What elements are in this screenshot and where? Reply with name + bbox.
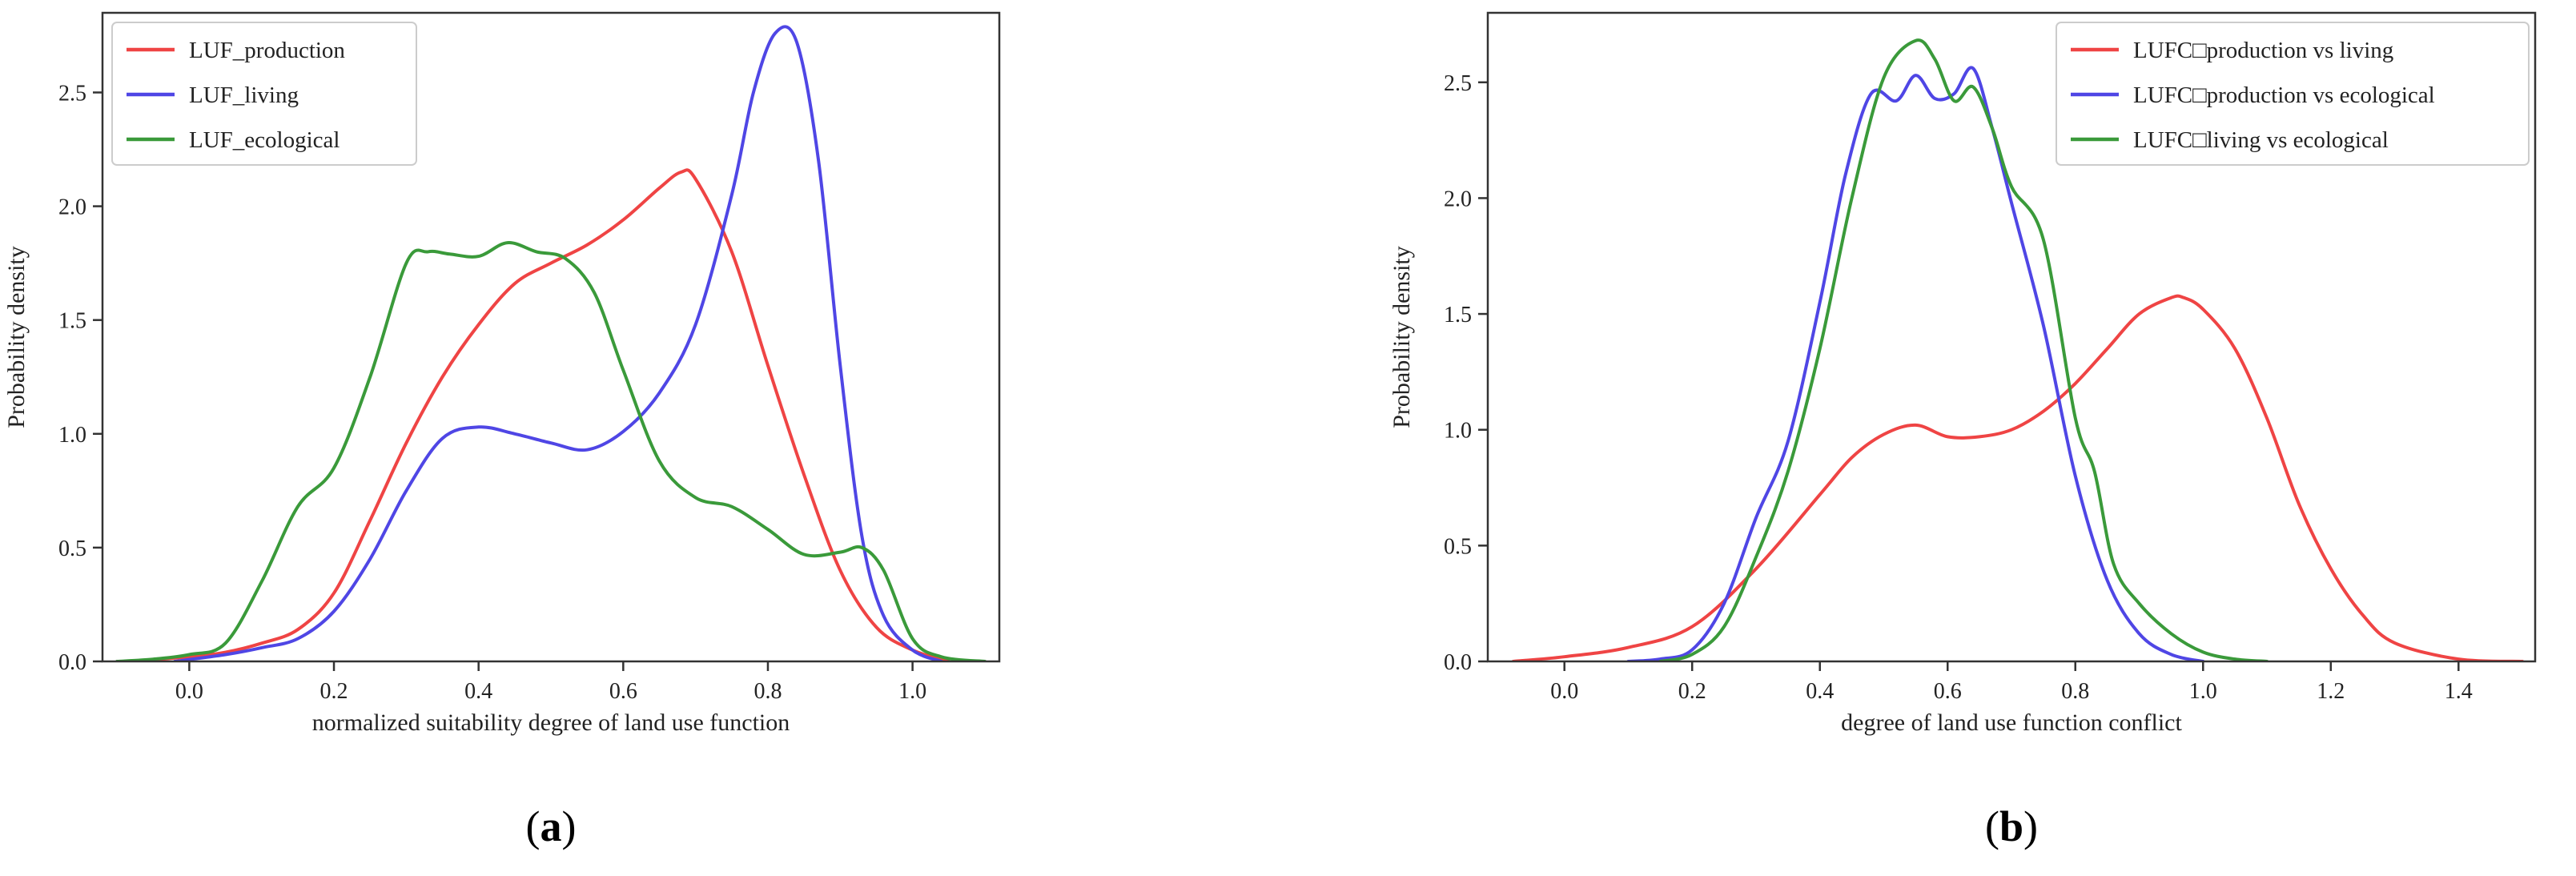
x-tick-label: 0.4 [1806,679,1834,704]
panel-label-letter: a [541,802,562,850]
legend-entry: LUF_ecological [189,127,340,153]
y-tick-label: 0.0 [58,650,86,675]
y-tick-label: 2.0 [1444,187,1472,211]
series-line-1 [130,168,950,661]
legend-entry: LUFC□production vs ecological [2133,82,2435,108]
x-tick-label: 0.0 [175,679,203,704]
legend-entry: LUF_living [189,82,299,108]
legend-entry: LUF_production [189,38,345,63]
plot-area [115,25,987,661]
x-tick-label: 0.0 [1550,679,1578,704]
legend-box [2056,22,2530,166]
x-tick-label: 0.2 [320,679,348,704]
y-tick-label: 1.5 [1444,303,1472,327]
x-tick-label: 0.2 [1678,679,1706,704]
panel-label-letter: b [1999,802,2023,850]
y-tick-label: 0.5 [1444,534,1472,559]
axes-frame [1486,11,2537,663]
legend: LUF_production LUF_living LUF_ecological [111,22,417,166]
y-tick-label: 0.5 [58,536,86,561]
y-tick-label: 1.0 [58,423,86,448]
legend-box [111,22,417,166]
series-line-2 [1626,66,2205,661]
panel-label: (a) [526,802,577,850]
axes-frame [101,11,1001,663]
legend: LUFC□production vs living LUFC□production… [2056,22,2530,166]
y-tick-label: 1.0 [1444,419,1472,444]
panel-b: 0.0 0.2 0.4 0.6 0.8 1.0 1.2 1.4 0.0 0.5 1.0 1.5 2.0 2… [1388,11,2537,850]
x-tick-label: 0.6 [609,679,637,704]
y-tick-label: 1.5 [58,309,86,334]
panel-label-open: ( [526,802,541,850]
panel-a: 0.0 0.2 0.4 0.6 0.8 1.0 0.0 0.5 1.0 1.5 2.0 2.5 norm… [3,11,1001,850]
panel-label-close: ) [2023,802,2038,850]
series-line-2 [173,25,943,661]
x-tick-label: 1.2 [2317,679,2345,704]
series-line-3 [115,241,987,661]
x-axis-label: degree of land use function conflict [1841,709,2182,736]
panel-label-close: ) [562,802,577,850]
panel-label-open: ( [1985,802,1999,850]
legend-entry: LUFC□living vs ecological [2133,127,2389,153]
y-tick-label: 2.0 [58,195,86,220]
x-tick-label: 0.8 [2061,679,2089,704]
x-axis-label: normalized suitability degree of land us… [312,709,790,736]
plot-area [1511,38,2524,661]
legend-entry: LUFC□production vs living [2133,38,2393,63]
y-axis-label: Probability density [1388,246,1415,428]
panel-label: (b) [1985,802,2038,850]
x-tick-label: 0.4 [464,679,492,704]
x-tick-label: 1.0 [898,679,926,704]
y-axis-label: Probability density [3,246,30,428]
y-tick-label: 0.0 [1444,650,1472,675]
x-tick-label: 0.6 [1934,679,1962,704]
y-tick-label: 2.5 [1444,71,1472,96]
series-line-3 [1658,38,2269,661]
x-tick-label: 1.0 [2189,679,2217,704]
series-line-1 [1511,294,2524,661]
x-tick-label: 1.4 [2445,679,2473,704]
y-tick-label: 2.5 [58,81,86,106]
x-tick-label: 0.8 [754,679,782,704]
